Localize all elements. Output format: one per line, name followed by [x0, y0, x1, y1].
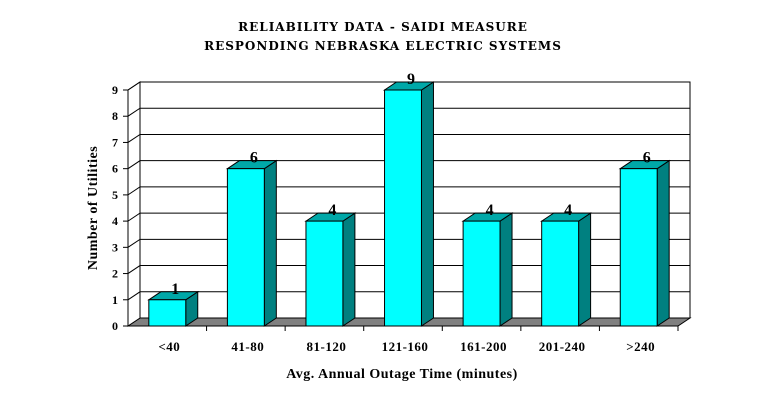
- y-tick-label: 5: [112, 188, 118, 202]
- y-gridline: [127, 160, 690, 170]
- bar-value-label: 6: [250, 150, 258, 167]
- y-tick-label: 2: [112, 267, 118, 281]
- bar-side: [420, 81, 434, 327]
- y-tick-label: 0: [112, 319, 118, 333]
- x-axis-label: Avg. Annual Outage Time (minutes): [286, 367, 518, 382]
- y-tick-label: 6: [112, 162, 118, 176]
- bar-side: [499, 212, 513, 327]
- bar-side: [342, 212, 356, 327]
- bar-value-label: 9: [407, 71, 415, 88]
- bar-value-label: 4: [486, 202, 494, 219]
- y-tick-label: 9: [112, 83, 118, 97]
- y-tick-label: 8: [112, 109, 118, 123]
- x-tick-label: 201-240: [539, 339, 586, 354]
- bar: [541, 220, 580, 327]
- plot-area: 0 1 2 3 4 5 6 7 8 9 1 <40 6 41-80 4 81-120 9 121-160 4 161-…: [112, 71, 692, 354]
- y-gridline: [127, 107, 690, 117]
- x-tick-label: 41-80: [231, 339, 264, 354]
- chart-left-wall: [127, 81, 141, 327]
- bar: [148, 299, 187, 327]
- y-axis-label: Number of Utilities: [86, 146, 101, 270]
- bar-value-label: 4: [564, 202, 572, 219]
- bar: [462, 220, 501, 327]
- chart-title: RELIABILITY DATA - SAIDI MEASURE: [238, 20, 528, 34]
- chart-subtitle: RESPONDING NEBRASKA ELECTRIC SYSTEMS: [204, 39, 562, 53]
- x-tick-label: >240: [626, 339, 655, 354]
- x-tick-label: 81-120: [307, 339, 347, 354]
- bar-value-label: 6: [643, 150, 651, 167]
- x-tick-label: 161-200: [460, 339, 507, 354]
- x-tick-label: 121-160: [382, 339, 429, 354]
- bar-value-label: 4: [328, 202, 336, 219]
- y-tick-label: 7: [112, 135, 118, 149]
- y-tick-label: 4: [112, 214, 118, 228]
- bar-side: [578, 212, 592, 327]
- bar: [226, 168, 265, 327]
- y-tick-label: 1: [112, 293, 118, 307]
- y-gridline: [127, 186, 690, 196]
- y-gridline: [127, 133, 690, 143]
- y-tick-label: 3: [112, 240, 118, 254]
- y-gridline: [127, 81, 690, 91]
- x-tick-label: <40: [158, 339, 180, 354]
- bar: [619, 168, 658, 327]
- bar: [305, 220, 344, 327]
- bar-side: [263, 159, 277, 327]
- bar-value-label: 1: [171, 281, 179, 298]
- bar: [384, 89, 422, 327]
- bar-side: [656, 159, 670, 327]
